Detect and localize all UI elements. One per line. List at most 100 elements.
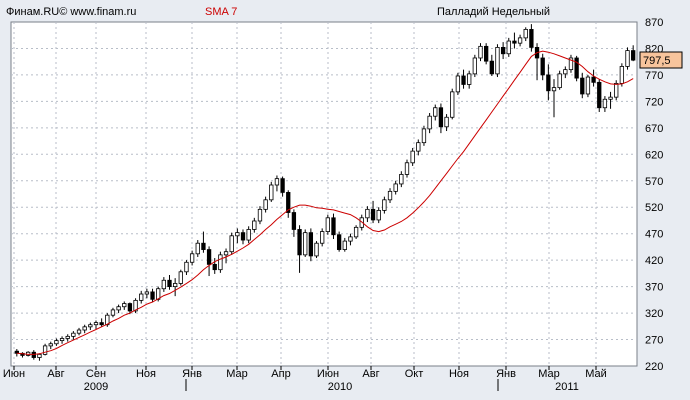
candle-body: [631, 50, 636, 61]
candle-body: [563, 69, 568, 75]
candle-body: [353, 226, 359, 238]
candle-body: [597, 81, 602, 109]
candle-body: [48, 343, 53, 347]
candle-body: [472, 57, 477, 75]
x-tick-label: Мар: [538, 368, 560, 380]
candle-body: [218, 254, 223, 271]
candle-body: [184, 261, 189, 273]
candle-body: [252, 220, 257, 230]
x-tick-label: Май: [585, 368, 607, 380]
x-tick-label: Авг: [362, 368, 379, 380]
candle-body: [602, 98, 608, 109]
candle-body: [484, 45, 489, 62]
candle-body: [76, 329, 82, 334]
candle-body: [348, 236, 353, 242]
candle-body: [71, 332, 76, 337]
y-tick-label: 420: [645, 255, 663, 267]
candle-body: [144, 291, 150, 295]
x-year-label: 2010: [328, 381, 352, 393]
y-tick-label: 620: [645, 149, 663, 161]
candle-body: [404, 162, 410, 175]
candle-body: [444, 116, 449, 128]
candle-body: [506, 40, 511, 55]
candle-body: [557, 73, 562, 89]
candle-body: [574, 57, 579, 79]
y-tick-label: 870: [645, 17, 663, 29]
last-price-tag-box: [639, 51, 683, 69]
chart-title: Палладий Недельный: [437, 6, 550, 18]
y-tick-label: 770: [645, 70, 663, 82]
candle-body: [450, 91, 455, 118]
x-tick-label: Авг: [47, 368, 64, 380]
candle-body: [122, 303, 127, 308]
x-axis-labels: Июн Авг Сен Ноя Янв Мар Апр Июн Авг Окт Ноя Янв Мар М…: [3, 366, 607, 393]
candle-body: [195, 242, 200, 255]
y-tick-label: 470: [645, 229, 663, 241]
candle-body: [331, 217, 336, 236]
last-price-tag-value: 797,5: [643, 55, 671, 67]
candle-body: [297, 229, 302, 256]
candle-body: [517, 37, 523, 44]
candle-body: [619, 66, 625, 84]
y-tick-label: 670: [645, 123, 663, 135]
candle-body: [206, 249, 212, 265]
x-tick-label: Июн: [317, 368, 339, 380]
candle-body: [263, 199, 268, 210]
candle-body: [37, 353, 42, 358]
y-tick-label: 220: [645, 361, 663, 373]
candle-body: [280, 178, 285, 193]
candle-body: [455, 75, 461, 93]
candle-body: [608, 96, 613, 100]
candle-body: [342, 240, 347, 250]
candle-body: [591, 76, 596, 83]
candle-body: [82, 326, 87, 331]
candle-body: [212, 263, 217, 271]
candle-body: [625, 50, 630, 67]
candle-body: [399, 174, 404, 185]
x-year-label: 2011: [555, 381, 579, 393]
candle-body: [416, 142, 421, 152]
y-tick-label: 720: [645, 96, 663, 108]
y-tick-label: 370: [645, 282, 663, 294]
sma-line: [16, 50, 634, 355]
candle-body: [65, 335, 70, 339]
candle-body: [614, 82, 619, 98]
source-label: Финам.RU© www.finam.ru: [6, 6, 136, 18]
candle-body: [461, 75, 466, 85]
candle-body: [529, 29, 534, 48]
candle-body: [410, 150, 415, 164]
x-year-label: 2009: [84, 381, 108, 393]
candle-body: [201, 242, 206, 250]
candle-body: [240, 232, 246, 241]
x-tick-label: Сен: [86, 368, 106, 380]
y-tick-label: 570: [645, 176, 663, 188]
candle-body: [387, 190, 393, 201]
candle-body: [320, 231, 325, 244]
candle-body: [308, 232, 314, 257]
candle-body: [257, 208, 263, 222]
candle-body: [189, 253, 195, 263]
candle-body: [42, 345, 48, 355]
candle-body: [421, 128, 427, 144]
x-tick-label: Янв: [182, 368, 202, 380]
candle-body: [303, 232, 308, 256]
candle-body: [568, 57, 574, 71]
candle-body: [93, 322, 99, 326]
candle-body: [546, 74, 551, 92]
y-tick-label: 520: [645, 202, 663, 214]
candle-body: [110, 309, 116, 316]
candle-body: [325, 217, 330, 232]
candle-body: [127, 303, 133, 312]
x-tick-label: Ноя: [136, 368, 156, 380]
candle-body: [235, 232, 240, 237]
plot-area: [10, 21, 638, 367]
x-tick-label: Окт: [405, 368, 424, 380]
candle-body: [551, 87, 557, 92]
candle-body: [59, 338, 65, 341]
candle-body: [393, 183, 398, 192]
candles: [14, 24, 636, 361]
candle-body: [365, 208, 370, 219]
x-tick-label: Июн: [3, 368, 25, 380]
grid-lines: [11, 22, 637, 366]
